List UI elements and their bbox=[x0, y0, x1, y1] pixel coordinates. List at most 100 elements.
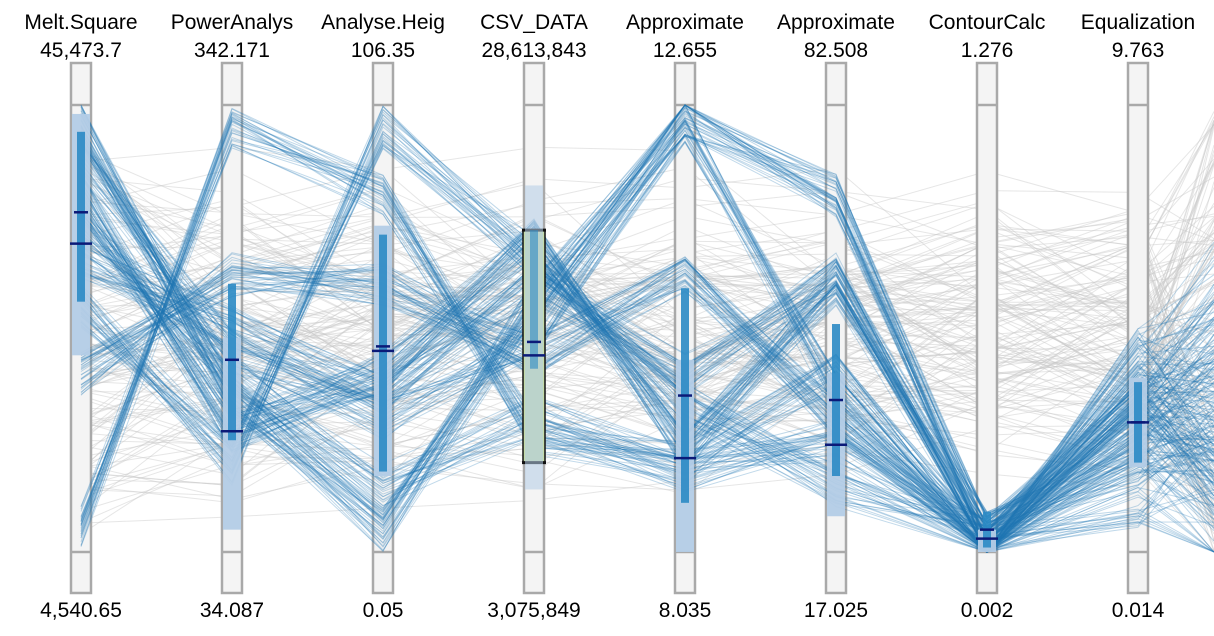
selected-line bbox=[80, 129, 1214, 553]
selected-line bbox=[80, 132, 1214, 553]
axis-iqr-box bbox=[379, 234, 387, 472]
selected-line bbox=[80, 263, 1214, 553]
selected-line bbox=[80, 258, 1214, 553]
selected-line bbox=[80, 120, 1214, 532]
axis-iqr-box bbox=[530, 230, 538, 369]
selected-line bbox=[80, 124, 1214, 544]
selected-line bbox=[80, 107, 1214, 552]
selected-line bbox=[80, 130, 1214, 529]
axis-title: Approximate bbox=[777, 11, 895, 34]
selected-line bbox=[80, 259, 1214, 523]
selected-line bbox=[80, 104, 1214, 553]
selected-line bbox=[80, 107, 1214, 540]
selected-line bbox=[80, 264, 1214, 553]
selected-line bbox=[80, 262, 1214, 553]
selected-line bbox=[80, 117, 1214, 553]
axis-max-label: 82.508 bbox=[803, 39, 869, 62]
axis-title: ContourCalc bbox=[928, 11, 1046, 34]
axis-max-label: 28,613,843 bbox=[481, 39, 587, 62]
axis-summary-group bbox=[70, 113, 1149, 552]
selected-line bbox=[80, 129, 1214, 545]
axis-title: Analyse.Heig bbox=[321, 11, 445, 34]
selected-line bbox=[80, 104, 1214, 553]
selected-line bbox=[80, 258, 1214, 533]
axis-title: Approximate bbox=[626, 11, 744, 34]
axis-title: Melt.Square bbox=[24, 11, 138, 34]
selected-line bbox=[80, 121, 1214, 540]
selected-line bbox=[80, 268, 1214, 538]
selected-line bbox=[80, 119, 1214, 553]
selected-line bbox=[80, 269, 1214, 533]
selected-line bbox=[80, 141, 1214, 553]
selected-line bbox=[80, 253, 1214, 544]
selected-line bbox=[80, 104, 1214, 548]
selected-line bbox=[80, 117, 1214, 522]
selected-line bbox=[80, 268, 1214, 546]
selected-line bbox=[80, 265, 1214, 544]
axis-max-label: 342.171 bbox=[194, 39, 270, 62]
selected-line bbox=[80, 260, 1214, 553]
selected-line bbox=[80, 104, 1214, 530]
axis-iqr-box bbox=[228, 283, 236, 441]
axis-iqr-box bbox=[77, 131, 85, 302]
selected-line bbox=[80, 119, 1214, 540]
selected-line bbox=[80, 120, 1214, 544]
selected-line bbox=[80, 104, 1214, 530]
selected-line bbox=[80, 116, 1214, 520]
selected-line bbox=[80, 118, 1214, 544]
axis-max-label: 1.276 bbox=[960, 39, 1014, 62]
selected-line bbox=[80, 272, 1214, 553]
selected-line bbox=[80, 140, 1214, 553]
selected-line bbox=[80, 266, 1214, 523]
selected-line bbox=[80, 259, 1214, 553]
selected-line bbox=[80, 259, 1214, 532]
selected-line bbox=[80, 119, 1214, 538]
selected-line bbox=[80, 258, 1214, 537]
axis-title: Equalization bbox=[1080, 11, 1196, 34]
axis-min-label: 34.087 bbox=[199, 599, 265, 622]
selected-line bbox=[80, 104, 1214, 541]
selected-line bbox=[80, 104, 1214, 540]
selected-line bbox=[80, 131, 1214, 522]
selected-line bbox=[80, 104, 1214, 552]
axis-max-label: 12.655 bbox=[652, 39, 718, 62]
selected-line bbox=[80, 110, 1214, 552]
selected-line bbox=[80, 104, 1214, 540]
selected-line bbox=[80, 260, 1214, 553]
selected-line bbox=[80, 106, 1214, 553]
selected-line bbox=[80, 105, 1214, 553]
axis-min-label: 4,540.65 bbox=[40, 599, 122, 622]
selected-line bbox=[80, 104, 1214, 544]
selected-line bbox=[80, 121, 1214, 553]
axis-min-label: 17.025 bbox=[803, 599, 869, 622]
selected-line bbox=[80, 269, 1214, 553]
selected-line bbox=[80, 117, 1214, 530]
selected-line bbox=[80, 104, 1214, 532]
selected-line bbox=[80, 133, 1214, 553]
axis-title: CSV_DATA bbox=[480, 11, 588, 34]
selected-line bbox=[80, 285, 1214, 548]
axis-title: PowerAnalys bbox=[170, 11, 294, 34]
axis-min-label: 0.014 bbox=[1111, 599, 1165, 622]
selected-line bbox=[80, 104, 1214, 553]
selected-line bbox=[80, 104, 1214, 553]
axis-max-label: 45,473.7 bbox=[40, 39, 122, 62]
selected-line bbox=[80, 256, 1214, 553]
selected-line bbox=[80, 125, 1214, 553]
selected-line bbox=[80, 261, 1214, 523]
selected-line bbox=[80, 265, 1214, 545]
selected-line bbox=[80, 108, 1214, 553]
axis-min-label: 0.05 bbox=[362, 599, 404, 622]
selected-line bbox=[80, 252, 1214, 553]
selected-line bbox=[80, 126, 1214, 547]
selected-line bbox=[80, 141, 1214, 553]
selected-line bbox=[80, 259, 1214, 525]
axis-min-label: 0.002 bbox=[960, 599, 1014, 622]
selected-line bbox=[80, 125, 1214, 551]
axis-max-label: 106.35 bbox=[350, 39, 416, 62]
selected-line bbox=[80, 277, 1214, 553]
selected-line bbox=[80, 120, 1214, 553]
selected-line bbox=[80, 134, 1214, 551]
selected-line bbox=[80, 112, 1214, 540]
